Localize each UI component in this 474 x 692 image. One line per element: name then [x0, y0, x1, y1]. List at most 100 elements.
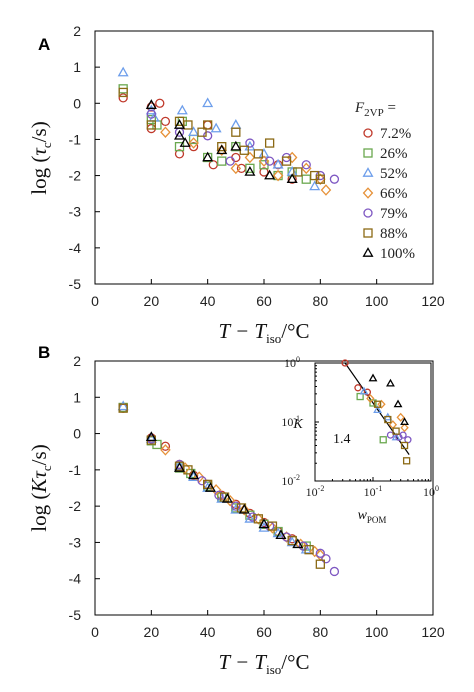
panel-a-point	[160, 116, 171, 127]
inset-y-tick-label: 10-1	[281, 414, 300, 429]
inset-point	[363, 388, 372, 396]
panel-b-x-axis-label: T − Tiso/°C	[218, 650, 309, 677]
panel-a-point	[230, 162, 242, 175]
panel-b-x-tick-label: 60	[256, 624, 272, 640]
inset-point	[366, 393, 375, 404]
panel-b-point	[253, 514, 264, 524]
inset-x-tick-label: 10-1	[364, 484, 383, 499]
panel-b-point	[286, 536, 298, 547]
panel-a-point	[272, 169, 284, 182]
legend-label: 7.2%	[380, 126, 411, 142]
panel-b-x-tick-label: 20	[144, 624, 160, 640]
panel-a-y-tick-label: -5	[69, 276, 82, 292]
panel-a-point	[145, 99, 157, 109]
panel-b-point	[253, 513, 264, 525]
panel-b-point	[304, 545, 314, 555]
panel-a-point	[216, 144, 228, 157]
inset-point	[386, 378, 395, 387]
panel-b: B 0 20 40 60 80 100 120 -5 -4 -3 -2 -1 0 1 2 log (Kτc/…	[27, 343, 445, 677]
inset-point	[402, 457, 411, 465]
panel-a-point	[320, 184, 332, 196]
panel-b-point	[267, 521, 278, 531]
panel-b-inset: 10-2 10-1 100 10-2 10-1 100 K wPOM 1.4	[281, 355, 439, 525]
panel-a-point	[118, 87, 128, 98]
panel-a-x-tick-label: 40	[200, 293, 216, 309]
panel-b-point	[238, 503, 250, 514]
legend-label: 52%	[380, 166, 408, 182]
panel-a-point	[202, 151, 214, 162]
panel-a-point	[146, 114, 156, 125]
panel-a-point	[230, 140, 242, 151]
legend-label: 79%	[380, 206, 408, 222]
panel-a-point	[293, 167, 303, 177]
panel-b-point	[321, 554, 331, 564]
panel-a-y-tick-label: -2	[69, 168, 82, 184]
panel-b-point	[224, 494, 236, 507]
inset-x-tick-label: 10-2	[306, 484, 325, 499]
panel-a-point	[264, 156, 275, 166]
panel-b-x-tick-label: 100	[365, 624, 389, 640]
panel-a-point	[236, 163, 247, 173]
panel-a-point	[217, 142, 227, 152]
panel-b-points	[117, 400, 340, 577]
inset-x-tick-label: 100	[423, 484, 439, 499]
panel-b-y-tick-label: 0	[73, 426, 81, 442]
panel-a-point	[273, 170, 283, 181]
panel-a-point	[217, 156, 227, 166]
panel-b-point	[300, 543, 312, 554]
panel-a-x-tick-label: 100	[365, 293, 389, 309]
panel-b-point	[221, 492, 233, 503]
panel-a-x-tick-label: 60	[256, 293, 272, 309]
panel-a-point	[145, 104, 157, 115]
inset-x-axis-label: wPOM	[358, 508, 387, 525]
panel-a-y-tick-label: 2	[73, 23, 81, 39]
legend-marker	[363, 148, 373, 158]
inset-point	[341, 359, 349, 367]
panel-a-point	[183, 120, 193, 130]
panel-a-point	[230, 119, 242, 129]
panel-b-point	[118, 403, 128, 413]
panel-a-x-tick-label: 80	[313, 293, 329, 309]
legend-marker	[363, 228, 373, 238]
panel-b-x-tick-label: 80	[313, 624, 329, 640]
panel-a-point	[301, 174, 311, 184]
panel-b-point	[329, 566, 340, 577]
inset-point	[384, 415, 392, 424]
panel-b-x-tick-label: 0	[91, 624, 99, 640]
panel-a-point	[173, 119, 186, 129]
inset-point	[354, 384, 362, 392]
panel-b-point	[214, 490, 224, 500]
panel-b-y-tick-label: -1	[69, 462, 82, 478]
panel-b-y-tick-label: -3	[69, 534, 82, 550]
panel-b-point	[287, 535, 297, 546]
panel-a-point	[225, 156, 235, 166]
legend-title: F2VP =	[354, 100, 396, 119]
panel-a-y-tick-label: 0	[73, 95, 81, 111]
inset-y-axis-label: K	[292, 417, 303, 432]
panel-a-x-tick-label: 20	[144, 293, 160, 309]
panel-a-point	[286, 173, 298, 184]
panel-b-point	[160, 444, 171, 456]
panel-a-ticks: 0 20 40 60 80 100 120 -5 -4 -3 -2 -1 0 1 2	[69, 23, 445, 309]
panel-a-point	[329, 174, 340, 184]
panel-a-point	[176, 104, 188, 115]
inset-point	[400, 441, 409, 450]
inset-slope-annotation: 1.4	[333, 432, 351, 447]
panel-b-point	[315, 548, 325, 558]
panel-a-point	[244, 166, 256, 176]
panel-b-point	[188, 469, 200, 480]
panel-a: A 0 20 40 60 80 100 120 -5 -4 -3 -2 -1 0 1 2 log (τc/s…	[27, 23, 445, 346]
panel-b-point	[204, 482, 216, 492]
panel-b-point	[275, 529, 287, 540]
panel-a-x-axis-label: T − Tiso/°C	[218, 319, 309, 346]
panel-a-point	[203, 120, 213, 130]
inset-ticks: 10-2 10-1 100 10-2 10-1 100	[281, 355, 439, 499]
panel-a-point	[160, 126, 171, 138]
panel-a-point	[117, 66, 129, 77]
inset-point	[400, 417, 409, 426]
panel-a-point	[309, 180, 321, 191]
panel-b-point	[117, 400, 129, 411]
panel-a-point	[272, 158, 284, 169]
panel-a-point	[179, 137, 191, 147]
panel-b-point	[216, 492, 228, 503]
